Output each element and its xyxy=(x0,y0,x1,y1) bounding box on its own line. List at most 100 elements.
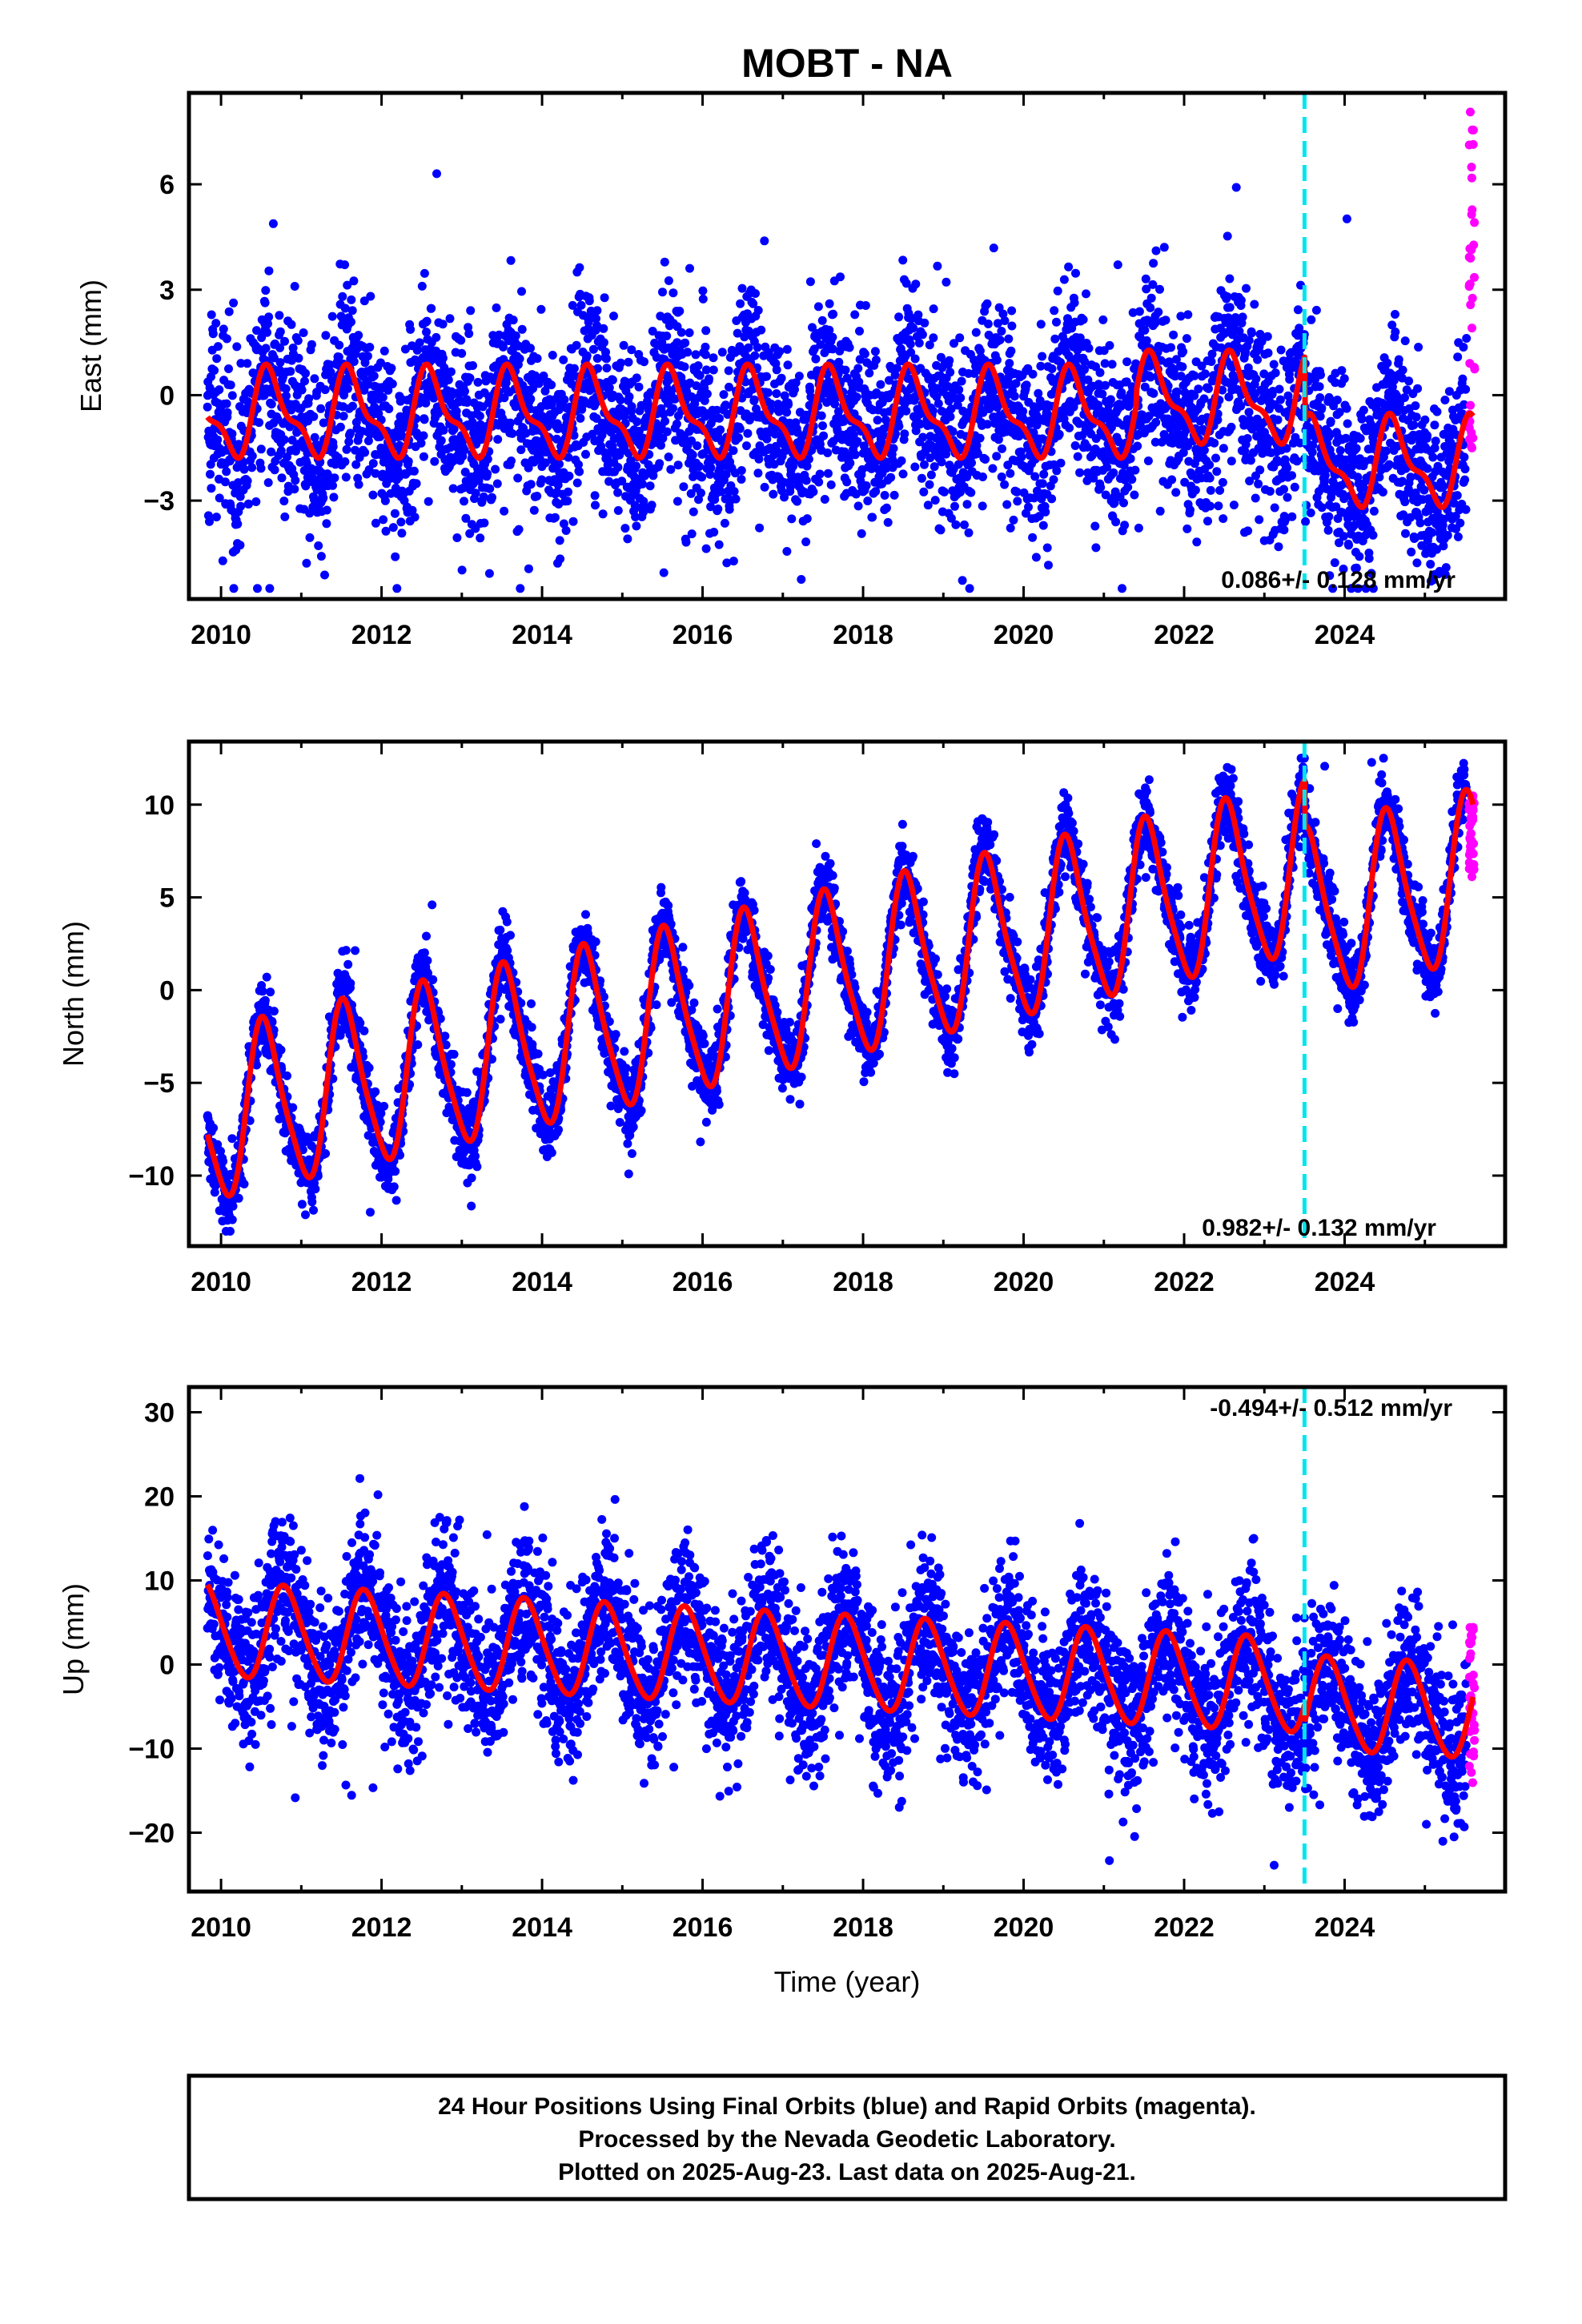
east-final-orbit-point xyxy=(263,328,271,337)
east-final-orbit-point xyxy=(1101,380,1110,390)
east-velocity-label: 0.086+/- 0.128 mm/yr xyxy=(1221,567,1456,593)
east-final-orbit-point xyxy=(1250,300,1259,309)
east-final-orbit-point xyxy=(685,328,694,337)
east-final-orbit-point xyxy=(1219,514,1228,524)
east-final-orbit-point xyxy=(1412,558,1422,568)
east-final-orbit-point xyxy=(314,541,323,550)
east-final-orbit-point xyxy=(222,467,231,476)
east-final-orbit-point xyxy=(1400,497,1410,507)
east-final-orbit-point xyxy=(742,441,751,451)
east-final-orbit-point xyxy=(468,361,477,370)
east-final-orbit-point xyxy=(1382,446,1391,456)
east-final-orbit-point xyxy=(1238,312,1247,322)
east-final-orbit-point xyxy=(493,435,503,444)
east-final-orbit-point xyxy=(688,450,697,460)
east-final-orbit-point xyxy=(715,413,724,423)
east-final-orbit-point xyxy=(929,304,938,314)
east-final-orbit-point xyxy=(655,459,665,468)
east-final-orbit-point xyxy=(683,348,693,357)
east-final-orbit-point xyxy=(227,391,237,400)
east-final-orbit-point xyxy=(1368,530,1378,540)
east-x-tick-label: 2018 xyxy=(833,620,893,650)
east-final-orbit-point xyxy=(1283,463,1292,472)
east-final-orbit-point xyxy=(608,376,617,384)
east-final-orbit-point xyxy=(632,461,641,471)
east-final-orbit-point xyxy=(343,384,352,393)
east-final-orbit-point xyxy=(729,557,738,566)
east-final-orbit-point xyxy=(203,402,212,412)
east-final-orbit-point xyxy=(387,379,397,388)
east-final-orbit-point xyxy=(410,513,420,522)
east-final-orbit-point xyxy=(762,372,771,381)
east-final-orbit-point xyxy=(347,317,355,327)
east-final-orbit-point xyxy=(321,331,331,340)
east-final-orbit-point xyxy=(438,320,448,329)
east-final-orbit-point xyxy=(1126,454,1135,464)
east-final-orbit-point xyxy=(794,372,804,381)
east-final-orbit-point xyxy=(962,500,972,509)
east-final-orbit-point xyxy=(755,523,765,533)
east-final-orbit-point xyxy=(627,402,636,412)
east-final-orbit-point xyxy=(1391,310,1399,319)
east-final-orbit-point xyxy=(1311,305,1321,315)
east-final-orbit-point xyxy=(516,584,525,593)
east-final-orbit-point xyxy=(669,404,678,413)
east-final-orbit-point xyxy=(793,497,802,506)
east-final-orbit-point xyxy=(576,413,585,423)
east-final-orbit-point xyxy=(1265,487,1275,496)
east-final-orbit-point xyxy=(955,333,965,343)
east-final-orbit-point xyxy=(222,399,231,408)
east-final-orbit-point xyxy=(975,433,985,443)
east-final-orbit-point xyxy=(785,482,795,492)
east-final-orbit-point xyxy=(882,503,891,513)
east-final-orbit-point xyxy=(1133,441,1142,451)
east-final-orbit-point xyxy=(1432,407,1442,416)
east-final-orbit-point xyxy=(1255,515,1264,525)
east-final-orbit-point xyxy=(526,394,536,404)
east-final-orbit-point xyxy=(436,436,446,445)
east-rapid-orbit-point xyxy=(1468,324,1476,333)
north-final-orbit-point xyxy=(239,1180,249,1188)
east-final-orbit-point xyxy=(1002,500,1012,509)
east-final-orbit-point xyxy=(384,404,394,413)
east-final-orbit-point xyxy=(619,340,628,350)
east-final-orbit-point xyxy=(412,345,422,355)
east-final-orbit-point xyxy=(223,408,232,417)
east-final-orbit-point xyxy=(1301,517,1311,526)
east-final-orbit-point xyxy=(243,476,252,485)
east-final-orbit-point xyxy=(1276,345,1286,355)
east-final-orbit-point xyxy=(1049,475,1058,485)
east-final-orbit-point xyxy=(365,343,375,352)
east-final-orbit-point xyxy=(662,427,672,436)
east-final-orbit-point xyxy=(693,361,703,371)
east-final-orbit-point xyxy=(811,354,821,364)
east-final-orbit-point xyxy=(1225,303,1235,312)
east-x-tick-label: 2022 xyxy=(1154,620,1215,650)
east-final-orbit-point xyxy=(623,534,632,544)
east-final-orbit-point xyxy=(1054,429,1064,439)
east-final-orbit-point xyxy=(729,446,738,456)
east-final-orbit-point xyxy=(419,452,428,461)
east-final-orbit-point xyxy=(679,482,689,492)
east-final-orbit-point xyxy=(397,529,407,538)
east-final-orbit-point xyxy=(548,351,557,360)
east-final-orbit-point xyxy=(724,366,733,376)
east-final-orbit-point xyxy=(1419,485,1429,495)
east-final-orbit-point xyxy=(1146,293,1156,303)
east-final-orbit-point xyxy=(264,312,274,322)
east-final-orbit-point xyxy=(207,484,216,493)
east-final-orbit-point xyxy=(1287,512,1297,521)
east-final-orbit-point xyxy=(1423,431,1432,440)
east-final-orbit-point xyxy=(1330,558,1339,568)
east-final-orbit-point xyxy=(871,356,881,364)
east-final-orbit-point xyxy=(460,387,469,396)
east-final-orbit-point xyxy=(277,473,287,483)
east-final-orbit-point xyxy=(299,328,308,337)
east-final-orbit-point xyxy=(860,349,869,359)
east-final-orbit-point xyxy=(1149,259,1158,268)
east-final-orbit-point xyxy=(1343,419,1352,428)
east-final-orbit-point xyxy=(673,497,682,506)
east-final-orbit-point xyxy=(1030,472,1040,481)
east-final-orbit-point xyxy=(757,325,766,335)
east-final-orbit-point xyxy=(1227,422,1236,432)
